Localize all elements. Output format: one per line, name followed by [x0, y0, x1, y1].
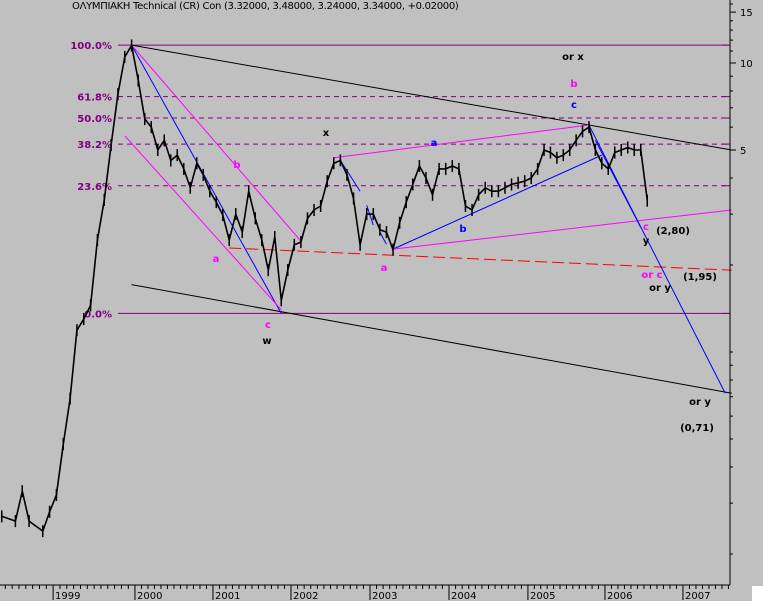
x-tick-label: 2000	[137, 591, 162, 601]
y-tick-label: 15	[740, 8, 753, 19]
trendline	[392, 154, 602, 250]
fib-level-label: 100.0%	[70, 41, 112, 52]
wave-label: c	[265, 320, 271, 331]
wave-label: (0,71)	[680, 423, 714, 434]
trendline	[229, 247, 732, 271]
trendline	[131, 44, 282, 314]
y-tick-label: 5	[740, 146, 746, 157]
x-tick-label: 2006	[607, 591, 632, 601]
fib-level-label: 23.6%	[77, 182, 112, 193]
fib-level-label: 38.2%	[77, 140, 112, 151]
fib-level-label: 61.8%	[77, 93, 112, 104]
x-tick-label: 2004	[451, 591, 476, 601]
wave-label: c	[571, 100, 577, 111]
chart-title: ΟΛΥΜΠΙΑΚΗ Technical (CR) Con (3.32000, 3…	[72, 1, 459, 12]
fib-level-label: 0.0%	[84, 309, 112, 320]
wave-label: a	[381, 263, 388, 274]
trendline	[333, 124, 590, 159]
y-tick-label: 10	[740, 59, 753, 70]
x-tick-label: 2002	[293, 591, 318, 601]
corner-panel	[752, 586, 763, 601]
trendline	[124, 135, 282, 311]
wave-label: c	[643, 222, 649, 233]
trendline	[379, 231, 387, 245]
x-tick-label: 2005	[530, 591, 555, 601]
wave-label: (2,80)	[656, 226, 690, 237]
wave-label: b	[459, 224, 466, 235]
wave-label: a	[431, 138, 438, 149]
wave-label: or c	[641, 270, 662, 281]
wave-label: x	[323, 128, 330, 139]
trendline	[131, 284, 732, 394]
wave-label: or x	[562, 52, 584, 63]
x-tick-label: 2003	[372, 591, 397, 601]
trendline	[131, 44, 732, 151]
trendline	[392, 209, 732, 250]
wave-label: b	[570, 79, 577, 90]
x-tick-label: 1999	[55, 591, 80, 601]
trendline	[366, 205, 374, 226]
wave-label: or y	[649, 283, 671, 294]
wave-label: w	[262, 336, 271, 347]
wave-label: b	[233, 160, 240, 171]
x-tick-label: 2001	[215, 591, 240, 601]
trendline	[594, 140, 642, 228]
trendline	[588, 124, 726, 394]
wave-label: (1,95)	[683, 272, 717, 283]
wave-label: y	[643, 236, 650, 247]
trendline	[339, 160, 361, 192]
x-tick-label: 2007	[685, 591, 710, 601]
fib-level-label: 50.0%	[77, 114, 112, 125]
trendline	[131, 44, 302, 242]
wave-label: or y	[689, 397, 711, 408]
wave-label: a	[213, 254, 220, 265]
